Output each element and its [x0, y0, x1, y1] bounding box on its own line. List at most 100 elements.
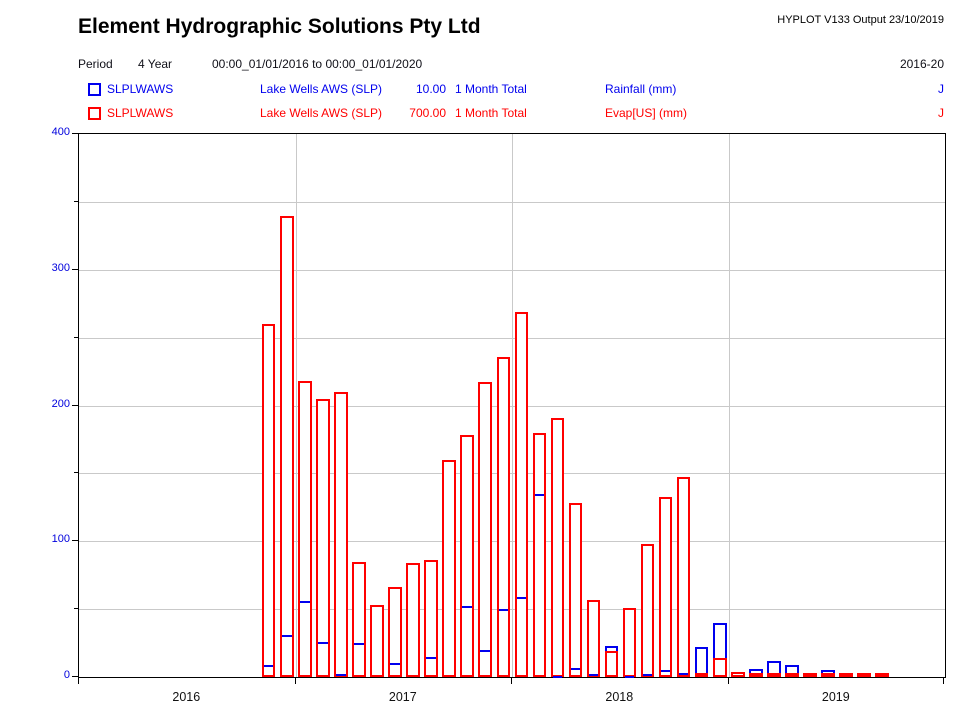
period-range: 00:00_01/01/2016 to 00:00_01/01/2020	[212, 57, 423, 71]
legend-quality-code: J	[938, 106, 944, 120]
evap-bar-2017-09	[442, 459, 456, 677]
evap-bar-2019-04	[785, 673, 799, 677]
x-axis-year-label-2018: 2018	[605, 690, 634, 704]
period-span: 2016-20	[899, 57, 944, 71]
legend-station: SLPLWAWS	[107, 82, 174, 96]
rain-level-dash-2017-10	[462, 606, 472, 609]
legend-quality-code: J	[938, 82, 944, 96]
app-version-stamp: HYPLOT V133 Output 23/10/2019	[777, 14, 944, 26]
evap-bar-2019-08	[857, 673, 871, 677]
rain-level-dash-2017-12	[498, 609, 508, 612]
evap-bar-2018-10	[676, 477, 691, 677]
rain-level-dash-2018-03	[552, 675, 563, 678]
evap-bar-2018-04	[568, 503, 583, 677]
plot-area	[78, 133, 946, 678]
evap-bar-2016-12	[280, 215, 294, 677]
rain-level-dash-2017-04	[354, 643, 364, 646]
y-major-tick-0	[72, 676, 78, 677]
evap-bar-2019-09	[875, 673, 889, 677]
rain-level-dash-2017-02	[318, 641, 328, 644]
period-label: Period	[78, 57, 113, 71]
evap-bar-2018-02	[532, 432, 546, 677]
page-title: Element Hydrographic Solutions Pty Ltd	[78, 15, 481, 38]
x-axis-year-label-2017: 2017	[388, 690, 417, 704]
y-minor-tick-250	[74, 336, 78, 338]
evap-bar-2019-06	[821, 673, 835, 677]
evap-bar-2016-11	[261, 324, 276, 677]
evap-bar-2019-01	[731, 671, 745, 677]
evap-bar-2017-04	[352, 561, 366, 677]
evap-bar-2017-05	[370, 605, 384, 677]
evap-bar-2019-03	[767, 673, 781, 677]
y-axis-label-0: 0	[63, 669, 70, 681]
x-year-tick-0	[78, 677, 79, 684]
rain-level-dash-2018-09	[660, 670, 671, 673]
rain-level-dash-2017-06	[390, 663, 400, 666]
evap-bar-2019-05	[803, 673, 817, 677]
y-minor-tick-150	[74, 472, 78, 474]
evap-bar-2017-03	[334, 391, 348, 677]
evap-bar-2017-11	[478, 382, 492, 677]
evap-bar-2018-11	[694, 673, 709, 677]
y-axis-label-400: 400	[51, 126, 70, 138]
period-value: 4 Year	[138, 57, 173, 71]
evap-bar-2019-02	[749, 673, 763, 677]
y-major-tick-400	[72, 133, 78, 134]
y-major-tick-300	[72, 268, 78, 270]
legend-site-name: Lake Wells AWS (SLP)	[260, 82, 383, 96]
evap-bar-2019-07	[839, 673, 853, 677]
evap-bar-2018-09	[658, 496, 673, 677]
y-minor-tick-350	[74, 200, 78, 202]
evap-bar-2018-01	[514, 311, 528, 677]
evap-bar-2017-12	[496, 356, 510, 677]
evap-series-swatch-icon	[88, 107, 101, 120]
evap-bar-2018-08	[640, 544, 655, 677]
rain-level-dash-2016-12	[282, 634, 292, 637]
y-axis-label-100: 100	[51, 533, 70, 546]
legend-row-evaporation: SLPLWAWS Lake Wells AWS (SLP) 700.00 1 M…	[78, 106, 944, 120]
rain-level-dash-2018-04	[570, 667, 581, 670]
y-major-tick-100	[72, 540, 78, 542]
x-year-tick-1	[294, 677, 296, 684]
evap-bar-2017-06	[388, 587, 402, 677]
legend-scale: 700.00	[409, 106, 446, 120]
rain-level-dash-2017-01	[300, 601, 310, 603]
evap-bar-2017-02	[316, 398, 330, 677]
legend-parameter: Rainfall (mm)	[605, 82, 677, 96]
y-axis-label-200: 200	[51, 397, 70, 410]
evap-bar-2018-07	[622, 607, 637, 677]
gridline-year-2019	[728, 134, 730, 677]
legend-row-rainfall: SLPLWAWS Lake Wells AWS (SLP) 10.00 1 Mo…	[78, 82, 944, 96]
rain-level-dash-2018-01	[516, 596, 526, 599]
y-minor-tick-50	[74, 608, 78, 610]
legend-site-name: Lake Wells AWS (SLP)	[260, 106, 383, 120]
y-major-tick-200	[72, 404, 78, 406]
legend-station: SLPLWAWS	[107, 106, 174, 120]
rain-level-dash-2018-10	[678, 672, 689, 675]
y-axis-label-300: 300	[51, 261, 70, 274]
rain-level-dash-2016-11	[263, 664, 274, 667]
x-year-tick-2	[511, 677, 512, 684]
x-axis-year-label-2016: 2016	[172, 690, 201, 704]
x-year-tick-3	[727, 677, 729, 684]
evap-bar-2018-06	[604, 651, 619, 677]
rain-level-dash-2017-08	[426, 656, 436, 659]
rain-level-dash-2018-05	[588, 674, 599, 677]
evap-bar-2017-01	[298, 381, 312, 677]
rain-level-dash-2017-11	[480, 649, 490, 652]
gridline-year-2018	[512, 134, 513, 677]
rainfall-series-swatch-icon	[88, 83, 101, 96]
legend-parameter: Evap[US] (mm)	[605, 106, 688, 120]
x-axis-year-label-2019: 2019	[821, 690, 850, 704]
legend-interval: 1 Month Total	[455, 106, 527, 120]
legend-scale: 10.00	[415, 82, 446, 96]
evap-bar-2017-07	[406, 563, 420, 677]
x-year-tick-4	[943, 677, 944, 684]
rain-level-dash-2018-07	[624, 675, 635, 678]
rain-level-dash-2018-08	[642, 674, 653, 677]
rain-level-dash-2017-03	[336, 674, 346, 677]
evap-bar-2017-10	[460, 435, 474, 677]
gridline-year-2017	[295, 134, 297, 677]
evap-bar-2017-08	[424, 560, 438, 677]
rain-level-dash-2018-02	[534, 493, 544, 496]
